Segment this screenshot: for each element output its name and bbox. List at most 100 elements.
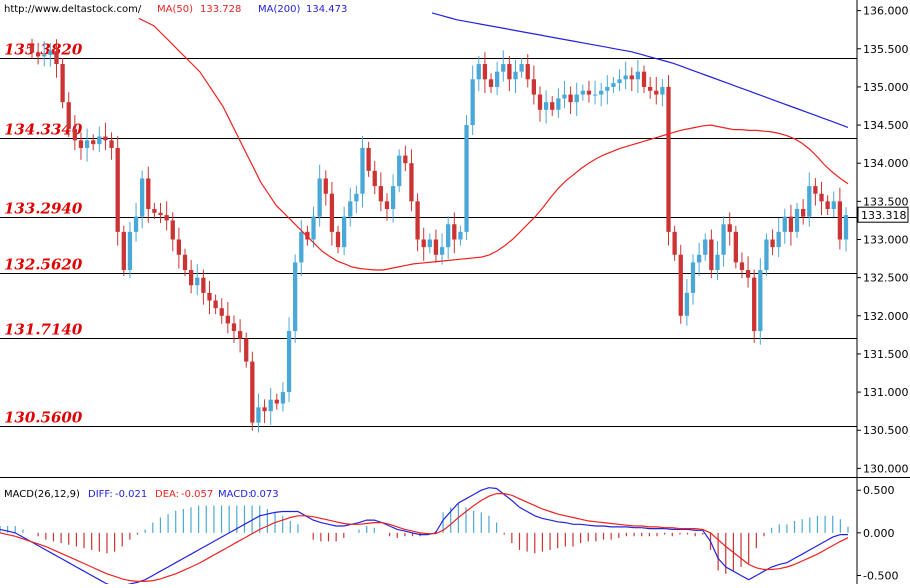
candle-body	[29, 44, 35, 53]
candle-body	[305, 231, 310, 240]
candle-body	[819, 193, 824, 202]
candle-body	[709, 239, 714, 271]
candle-body	[237, 331, 243, 339]
candle-body	[341, 216, 347, 248]
candle-body	[84, 140, 90, 148]
candle-body	[91, 140, 96, 145]
candle-body	[525, 64, 530, 80]
candle-body	[574, 94, 579, 103]
candle-body	[599, 90, 604, 95]
candle-body	[592, 94, 598, 96]
price-tick-label: 135.500	[863, 43, 909, 56]
candle-body	[678, 254, 683, 316]
last-price-badge: 133.318	[857, 206, 909, 223]
candle-body	[611, 83, 616, 87]
macd-histogram	[0, 503, 849, 574]
candle-body	[397, 155, 402, 187]
candle-body	[378, 186, 383, 202]
last-price-label: 133.318	[861, 209, 907, 222]
ma200-value: 134.473	[306, 4, 347, 15]
macd-diff-label: DIFF:	[88, 489, 113, 500]
candle-body	[42, 54, 47, 57]
candle-body	[121, 231, 126, 271]
candle-body	[794, 208, 800, 232]
support-resistance-levels: 135.3820 134.3340 133.2940 132.5620 131.7140…	[0, 41, 857, 427]
candle-body	[733, 231, 738, 263]
candle-body	[617, 79, 622, 84]
candle-body	[513, 71, 518, 80]
price-tick-label: 134.000	[863, 157, 909, 170]
candle-body	[176, 239, 182, 255]
candle-body	[556, 98, 561, 110]
ma50-line	[138, 17, 849, 271]
candle-body	[684, 292, 690, 316]
candle-body	[605, 86, 610, 91]
candle-body	[464, 125, 469, 232]
candle-body	[103, 136, 108, 141]
price-tick-label: 131.500	[863, 348, 909, 361]
price-tick-label: 134.500	[863, 119, 909, 132]
candle-body	[48, 51, 53, 55]
macd-hist-value: 0.073	[250, 489, 279, 500]
candle-body	[158, 212, 163, 216]
price-tick-label: 135.000	[863, 81, 909, 94]
source-url: http://www.deltastock.com/	[4, 4, 142, 15]
candle-body	[262, 407, 267, 412]
candle-body	[415, 201, 420, 240]
candle-body	[299, 231, 304, 263]
candle-body	[311, 216, 316, 240]
candle-body	[348, 201, 353, 217]
level-label: 131.7140	[4, 321, 83, 339]
macd-tick-label: 0.000	[863, 527, 895, 540]
candle-body	[225, 315, 230, 324]
candle-body	[776, 231, 781, 248]
candle-body	[635, 71, 641, 80]
candle-body	[568, 94, 573, 103]
candle-body	[421, 239, 426, 248]
candle-body	[580, 90, 585, 95]
price-tick-label: 132.500	[863, 272, 909, 285]
candle-body	[476, 64, 481, 80]
ma50-label: MA(50)	[157, 4, 193, 15]
candle-body	[219, 308, 224, 316]
candle-body	[354, 193, 359, 202]
candle-body	[843, 215, 849, 240]
level-label: 134.3340	[4, 121, 83, 139]
price-tick-label: 132.000	[863, 310, 909, 323]
candle-body	[127, 231, 133, 271]
candle-body	[317, 178, 322, 217]
candle-body	[764, 239, 769, 271]
candle-body	[188, 270, 194, 286]
candle-body	[72, 128, 77, 141]
candle-body	[182, 254, 188, 271]
candle-body	[801, 208, 806, 217]
candle-body	[660, 86, 665, 95]
level-label: 133.2940	[4, 200, 83, 218]
candle-body	[384, 201, 390, 209]
candlesticks	[29, 38, 849, 433]
candle-body	[531, 79, 537, 95]
candle-body	[537, 94, 543, 110]
candle-body	[623, 75, 628, 80]
candle-body	[745, 270, 751, 278]
candle-body	[268, 399, 273, 412]
macd-params: MACD(26,12,9)	[4, 489, 80, 500]
candle-body	[813, 186, 818, 194]
candle-body	[66, 102, 71, 129]
candle-body	[213, 300, 218, 309]
candle-body	[721, 224, 726, 255]
candle-body	[293, 262, 298, 332]
candle-body	[739, 262, 745, 271]
candle-body	[433, 239, 439, 255]
candle-body	[286, 331, 292, 393]
candle-body	[244, 338, 249, 362]
candle-body	[519, 64, 524, 72]
macd-dea-label: DEA:	[155, 489, 179, 500]
candle-body	[323, 178, 328, 194]
macd-diff-value: -0.021	[115, 489, 147, 500]
candle-body	[164, 215, 169, 221]
price-tick-label: 130.500	[863, 424, 909, 437]
candle-body	[586, 90, 592, 95]
candle-body	[458, 231, 463, 240]
